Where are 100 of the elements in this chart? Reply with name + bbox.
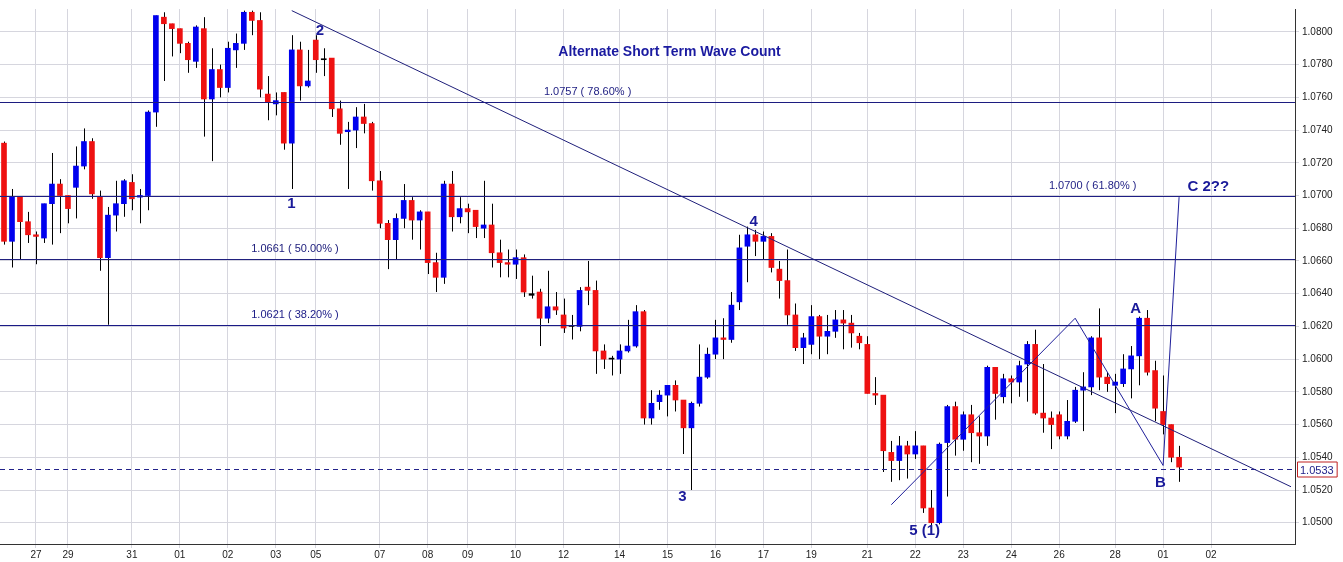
candlestick <box>57 178 63 234</box>
x-tick-label: 07 <box>374 548 386 560</box>
candlestick <box>1120 353 1126 388</box>
candlestick <box>504 249 511 278</box>
candlestick <box>456 196 463 224</box>
candlestick <box>1016 360 1023 398</box>
annotation: B <box>1154 472 1166 490</box>
x-tick-label: 28 <box>1109 548 1122 560</box>
x-tick-label: 01 <box>174 548 186 560</box>
candlestick <box>1056 410 1063 440</box>
candlestick <box>1008 374 1015 404</box>
ref-line-label: 1.0661 ( 50.00% ) <box>251 242 339 255</box>
y-tick-label: 1.0680 <box>1302 221 1334 233</box>
x-tick-label: 03 <box>270 548 282 560</box>
x-tick-label: 14 <box>613 548 626 560</box>
annotation: 3 <box>678 487 687 505</box>
x-tick-label: 15 <box>661 548 674 560</box>
annotation: 5 (1) <box>909 521 941 539</box>
y-tick-label: 1.0520 <box>1302 483 1334 495</box>
y-tick-label: 1.0560 <box>1302 418 1334 430</box>
candlestick <box>752 229 759 257</box>
y-tick-label: 1.0660 <box>1302 254 1334 266</box>
y-tick-label: 1.0580 <box>1302 385 1334 397</box>
y-tick-label: 1.0500 <box>1302 516 1334 528</box>
candlestick <box>49 152 55 246</box>
candlestick <box>1024 340 1031 403</box>
candlestick <box>968 404 975 463</box>
x-tick-label: 08 <box>422 548 434 560</box>
text: Alternate Short Term Wave Count <box>558 42 782 59</box>
y-tick-label: 1.0620 <box>1302 320 1334 332</box>
y-tick-label: 1.0760 <box>1302 91 1334 103</box>
candlestick <box>352 106 359 149</box>
annotation: 4 <box>749 212 759 230</box>
candlestick <box>304 49 311 89</box>
x-tick-label: 29 <box>62 548 74 560</box>
x-tick-label: 23 <box>957 548 970 560</box>
x-tick-label: 01 <box>1157 548 1170 560</box>
candlestick <box>129 173 135 211</box>
candlestick <box>888 440 895 483</box>
candlestick <box>1048 410 1055 450</box>
candlestick <box>552 291 559 316</box>
y-tick-label: 1.0800 <box>1302 25 1334 37</box>
candlestick <box>976 415 983 465</box>
candlestick <box>408 196 415 241</box>
candlestick <box>744 226 751 283</box>
candlestick <box>392 213 399 260</box>
candlestick <box>1104 371 1110 393</box>
y-tick-label: 1.0540 <box>1302 451 1334 463</box>
candlestick <box>185 41 191 74</box>
candlestick <box>912 430 919 460</box>
candlestick <box>33 231 39 265</box>
candlestick <box>432 252 439 293</box>
candlestick <box>161 11 167 82</box>
candlestick <box>384 219 391 270</box>
candlestick <box>400 183 407 229</box>
x-tick-label: 09 <box>462 548 474 560</box>
candlestick <box>113 180 119 233</box>
x-tick-label: 12 <box>558 548 570 560</box>
annotation: A <box>1130 298 1142 316</box>
candlestick <box>464 203 471 234</box>
candlestick <box>121 178 127 218</box>
annotation: 2 <box>315 20 325 38</box>
x-tick-label: 21 <box>861 548 874 560</box>
candlestick <box>872 376 879 406</box>
y-tick-label: 1.0720 <box>1302 156 1334 168</box>
candlestick <box>416 209 423 251</box>
candlestick <box>1000 373 1007 404</box>
x-tick-label: 19 <box>805 548 818 560</box>
x-tick-label: 16 <box>709 548 722 560</box>
x-tick-label: 22 <box>909 548 922 560</box>
x-tick-label: 24 <box>1005 548 1018 560</box>
candlestick <box>25 211 31 244</box>
x-tick-label: 02 <box>1205 548 1218 560</box>
candlestick <box>1064 399 1071 440</box>
x-tick-label: 31 <box>126 548 138 560</box>
candlestick <box>1160 374 1166 435</box>
ref-line-label: 1.0757 ( 78.60% ) <box>543 85 632 98</box>
candlestick <box>232 33 239 69</box>
ref-line-label: 1.0533 <box>1300 463 1334 476</box>
candlestick <box>1128 345 1134 399</box>
annotation: 1 <box>287 194 296 212</box>
candlestick <box>312 34 319 74</box>
candlestick <box>584 260 591 306</box>
y-tick-label: 1.0640 <box>1302 287 1334 299</box>
y-tick-label: 1.0780 <box>1302 58 1334 70</box>
candlestick <box>1040 363 1047 434</box>
candlestick <box>528 275 535 300</box>
x-tick-label: 26 <box>1053 548 1066 560</box>
candlestick <box>344 121 351 190</box>
candlestick <box>1176 445 1182 483</box>
ref-line-label: 1.0700 ( 61.80% ) <box>1048 179 1137 192</box>
ref-line-label: 1.0621 ( 38.20% ) <box>251 308 339 321</box>
candlestick <box>824 314 831 355</box>
candlestick <box>65 195 71 224</box>
candlestick <box>320 47 327 77</box>
candlestick <box>73 145 79 219</box>
candlestick <box>248 10 255 36</box>
candlestick <box>480 180 487 239</box>
y-tick-label: 1.0740 <box>1302 123 1334 135</box>
candlestick <box>896 435 903 481</box>
